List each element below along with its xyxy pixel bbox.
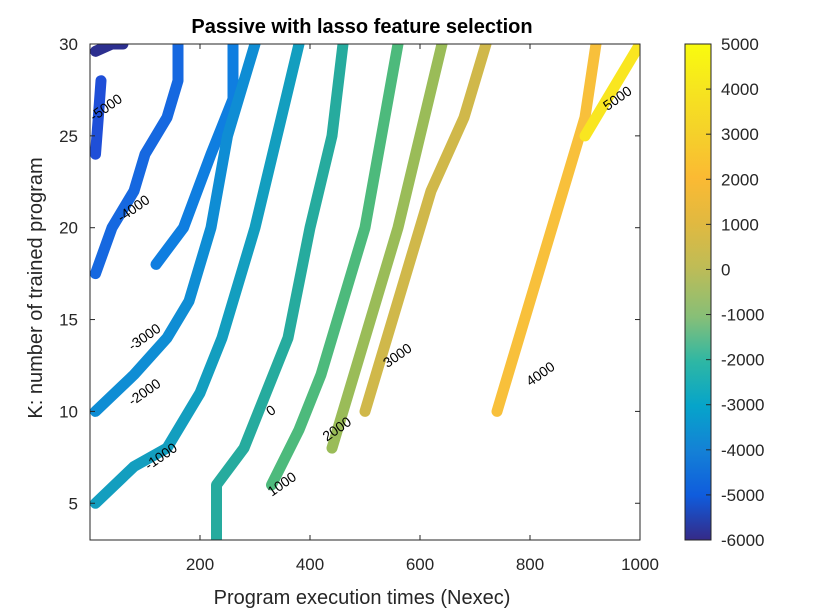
x-tick-label: 400 xyxy=(296,555,324,574)
colorbar-tick-label: 2000 xyxy=(721,170,759,189)
x-tick-label: 200 xyxy=(186,555,214,574)
chart-title: Passive with lasso feature selection xyxy=(191,16,532,38)
contour-label-0: 0 xyxy=(263,401,279,419)
contour-line-4000 xyxy=(491,44,602,417)
contour-line-2000 xyxy=(326,44,448,454)
contour-lines xyxy=(90,44,640,540)
colorbar-tick-label: 0 xyxy=(721,260,730,279)
x-tick-label: 1000 xyxy=(621,555,659,574)
colorbar-tick-label: -1000 xyxy=(721,306,764,325)
y-tick-label: 15 xyxy=(59,311,78,330)
x-tick-label: 600 xyxy=(406,555,434,574)
colorbar-tick-label: -2000 xyxy=(721,351,764,370)
colorbar xyxy=(684,43,712,541)
y-tick-label: 25 xyxy=(59,127,78,146)
colorbar-tick-label: 5000 xyxy=(721,35,759,54)
x-axis-label: Program execution times (Nexec) xyxy=(214,587,511,609)
colorbar-tick-label: -5000 xyxy=(721,486,764,505)
contour-line--5000 xyxy=(90,75,107,160)
contour-line--4000 xyxy=(90,44,184,280)
contour-label-1000: 1000 xyxy=(264,468,299,499)
contour-line-1000 xyxy=(266,44,404,491)
y-tick-label: 10 xyxy=(59,402,78,421)
contour-line--1000 xyxy=(90,44,305,509)
colorbar-tick-label: -3000 xyxy=(721,396,764,415)
x-tick-label: 800 xyxy=(516,555,544,574)
colorbar-tick-label: 1000 xyxy=(721,215,759,234)
contour-label--5000: -5000 xyxy=(86,90,125,124)
colorbar-tick-label: 3000 xyxy=(721,125,759,144)
colorbar-tick-label: -4000 xyxy=(721,441,764,460)
y-axis-label: K: number of trained program xyxy=(25,157,47,418)
contour-line--2000 xyxy=(90,44,261,417)
y-tick-label: 5 xyxy=(69,494,78,513)
y-tick-label: 30 xyxy=(59,35,78,54)
contour-line--3000 xyxy=(150,44,239,270)
plot-frame xyxy=(89,43,641,541)
contour-label-4000: 4000 xyxy=(523,358,558,389)
y-tick-label: 20 xyxy=(59,219,78,238)
colorbar-tick-label: 4000 xyxy=(721,80,759,99)
contour-line-0 xyxy=(211,44,349,540)
contour-label-5000: 5000 xyxy=(600,82,635,113)
colorbar-tick-label: -6000 xyxy=(721,531,764,550)
contour-line-3000 xyxy=(359,44,492,417)
contour-line-5000 xyxy=(579,44,640,142)
contour-line--6000 xyxy=(90,44,129,57)
